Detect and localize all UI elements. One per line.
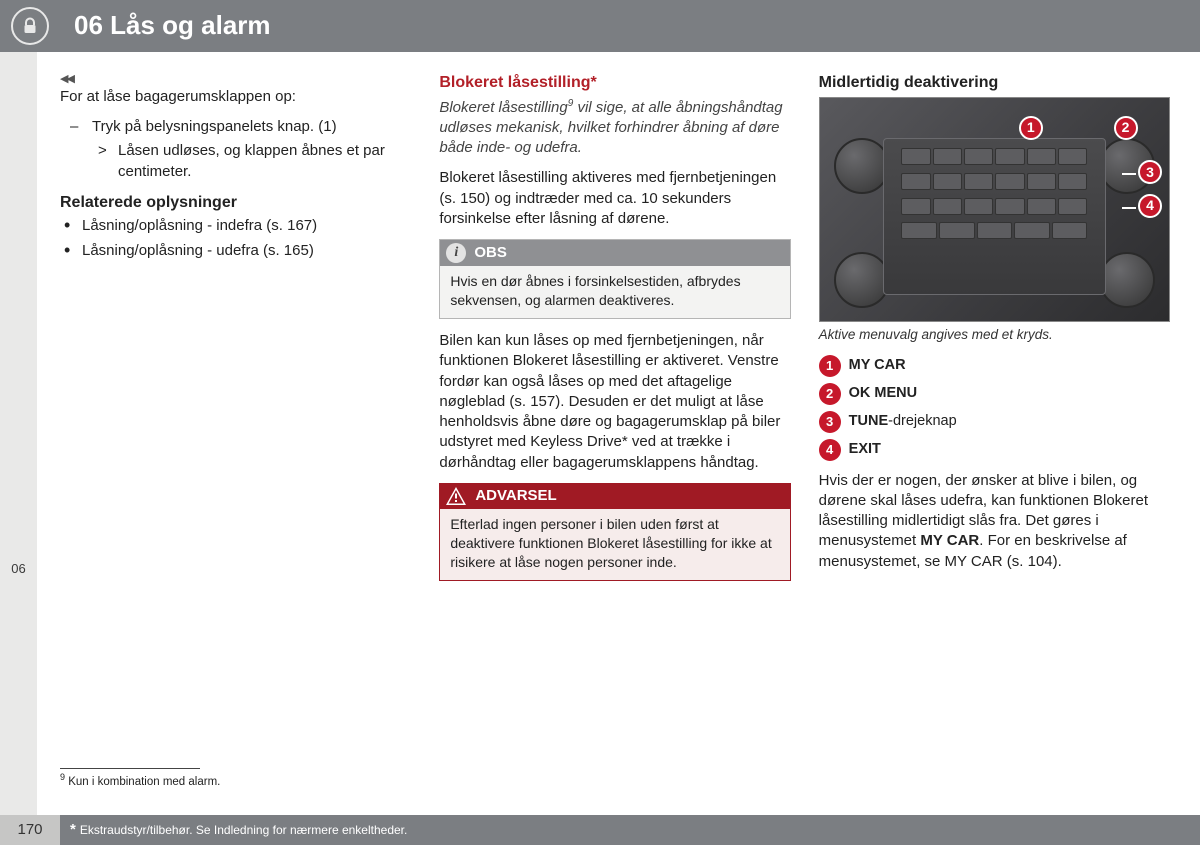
col1-step1: Tryk på belysningspanelets knap. (1): [60, 117, 411, 137]
footer-text: Ekstraudstyr/tilbehør. Se Indledning for…: [80, 822, 408, 838]
legend-number: 3: [819, 411, 841, 433]
obs-head: i OBS: [440, 240, 789, 266]
related-info-heading: Relaterede oplysninger: [60, 192, 411, 214]
deadlock-p1: Blokeret låsestilling aktiveres med fjer…: [439, 168, 790, 229]
footnote-number: 9: [60, 772, 65, 782]
legend-item: 3TUNE-drejeknap: [819, 411, 1170, 433]
obs-note: i OBS Hvis en dør åbnes i forsinkelsesti…: [439, 239, 790, 319]
related-item: Låsning/oplåsning - udefra (s. 165): [60, 241, 411, 261]
legend-number: 4: [819, 439, 841, 461]
obs-body: Hvis en dør åbnes i forsinkelsestiden, a…: [440, 266, 789, 318]
footnote-separator: [60, 768, 200, 769]
deadlock-lead: Blokeret låsestilling9 vil sige, at alle…: [439, 97, 790, 159]
side-tab: 06: [0, 52, 37, 815]
legend-label: EXIT: [849, 441, 881, 457]
legend-label: TUNE: [849, 413, 888, 429]
figure-dial: [834, 252, 890, 308]
warning-head: ADVARSEL: [439, 483, 790, 509]
legend-item: 4 EXIT: [819, 439, 1170, 461]
column-1: ◀◀ For at låse bagagerumsklappen op: Try…: [60, 72, 411, 790]
content-columns: ◀◀ For at låse bagagerumsklappen op: Try…: [60, 72, 1170, 790]
figure-button-row: [901, 148, 1087, 165]
deadlock-p2: Bilen kan kun låses op med fjernbetjenin…: [439, 331, 790, 473]
column-3: Midlertidig deaktivering 1 2 3 4 Aktive …: [819, 72, 1170, 790]
warning-icon: [445, 486, 467, 506]
figure-button-row: [901, 198, 1087, 215]
lead-term: Blokeret låsestilling: [439, 99, 567, 116]
chapter-header: 06 Lås og alarm: [0, 0, 1200, 52]
col1-intro: For at låse bagagerumsklappen op:: [60, 87, 411, 107]
legend-number: 1: [819, 355, 841, 377]
figure-caption: Aktive menuvalg angives med et kryds.: [819, 326, 1170, 344]
figure-callout-4: 4: [1138, 194, 1162, 218]
figure-callout-1: 1: [1019, 116, 1043, 140]
chapter-title: 06 Lås og alarm: [74, 8, 271, 43]
column-2: Blokeret låsestilling* Blokeret låsestil…: [439, 72, 790, 790]
legend-item: 1 MY CAR: [819, 355, 1170, 377]
figure-dial: [1099, 252, 1155, 308]
legend-label: OK MENU: [849, 385, 917, 401]
page-number: 170: [0, 815, 60, 845]
footer-bar: * Ekstraudstyr/tilbehør. Se Indledning f…: [60, 815, 1200, 845]
side-tab-chapter-number: 06: [0, 560, 37, 578]
callout-legend: 1MY CAR 2OK MENU 3TUNE-drejeknap 4EXIT: [819, 355, 1170, 461]
info-icon: i: [446, 243, 466, 263]
temp-deact-heading: Midlertidig deaktivering: [819, 72, 1170, 94]
obs-title: OBS: [474, 243, 507, 263]
temp-deact-body: Hvis der er nogen, der ønsker at blive i…: [819, 471, 1170, 572]
footnote: 9 Kun i kombination med alarm.: [60, 771, 404, 790]
related-info-list: Låsning/oplåsning - indefra (s. 167) Lås…: [60, 216, 411, 261]
related-item: Låsning/oplåsning - indefra (s. 167): [60, 216, 411, 236]
legend-label: MY CAR: [849, 357, 906, 373]
footnote-text: Kun i kombination med alarm.: [68, 775, 220, 787]
warning-body: Efterlad ingen personer i bilen uden før…: [439, 509, 790, 581]
lock-icon: [11, 7, 49, 45]
warning-box: ADVARSEL Efterlad ingen personer i bilen…: [439, 483, 790, 581]
footnote-star-icon: *: [70, 820, 76, 840]
figure-button-row: [901, 173, 1087, 190]
figure-callout-3: 3: [1138, 160, 1162, 184]
legend-number: 2: [819, 383, 841, 405]
figure-dial: [834, 138, 890, 194]
figure-center-panel: [883, 138, 1107, 295]
continuation-icon: ◀◀: [60, 72, 411, 87]
col1-step1-result: Låsen udløses, og klappen åbnes et par c…: [60, 141, 411, 182]
legend-item: 2 OK MENU: [819, 383, 1170, 405]
chapter-icon-cell: [0, 7, 60, 45]
deadlock-heading: Blokeret låsestilling*: [439, 72, 790, 94]
warning-title: ADVARSEL: [475, 486, 556, 506]
figure-callout-2: 2: [1114, 116, 1138, 140]
figure-button-row: [901, 222, 1087, 239]
console-figure: 1 2 3 4: [819, 97, 1170, 323]
